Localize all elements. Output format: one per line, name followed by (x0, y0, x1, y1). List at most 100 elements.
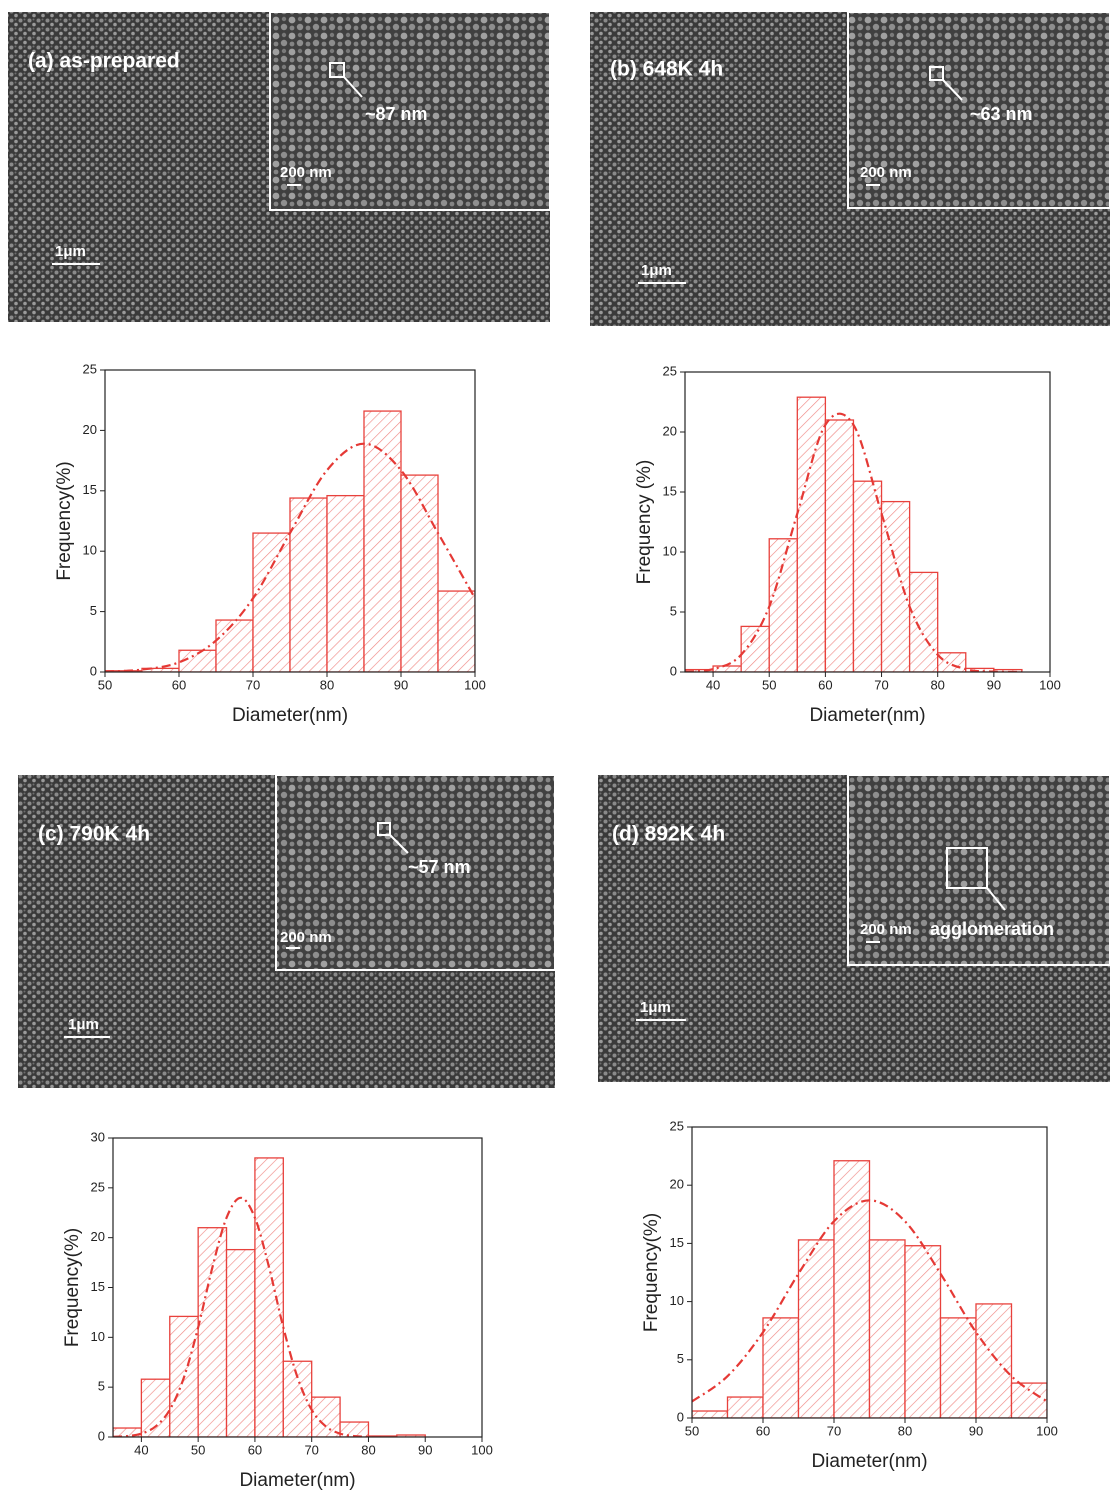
bar (363, 410, 402, 672)
y-tick-label: 5 (98, 1379, 105, 1394)
bar (908, 571, 939, 672)
sem-inset (269, 11, 551, 211)
plot-area (692, 1160, 1047, 1418)
x-axis-label: Diameter(nm) (811, 1451, 927, 1472)
y-tick-label: 15 (663, 483, 677, 498)
y-axis-label: Frequency(%) (62, 1228, 83, 1347)
scale-label: 1μm (640, 999, 671, 1016)
y-axis-label: Frequency(%) (641, 1213, 662, 1332)
y-tick-label: 5 (90, 603, 97, 618)
axis-frame (684, 371, 1051, 673)
sem-inset (847, 774, 1110, 966)
x-tick-label: 50 (98, 677, 112, 692)
panel-label: (a) as-prepared (28, 50, 180, 73)
x-tick-label: 80 (930, 677, 944, 692)
y-tick-label: 15 (83, 482, 97, 497)
bar (740, 625, 770, 672)
y-tick-label: 15 (91, 1279, 105, 1294)
plot-area (685, 396, 1023, 672)
fit-curve (692, 1199, 1047, 1403)
x-tick-label: 50 (762, 677, 776, 692)
bar (252, 532, 291, 672)
x-tick-label: 50 (685, 1423, 699, 1438)
bar (824, 419, 855, 672)
y-tick-label: 0 (98, 1428, 105, 1443)
y-tick-label: 10 (91, 1329, 105, 1344)
bar (904, 1245, 942, 1418)
bar (396, 1434, 426, 1437)
size-label: ~63 nm (970, 104, 1033, 124)
y-tick-label: 25 (91, 1179, 105, 1194)
bar (939, 1317, 977, 1418)
x-tick-label: 60 (756, 1423, 770, 1438)
x-axis-label: Diameter(nm) (239, 1470, 355, 1491)
bar (197, 1227, 228, 1437)
bar (868, 1239, 906, 1418)
sem-panel: (c) 790K 4h ~57 nm 200 nm 1μm (18, 774, 556, 1088)
y-tick-label: 25 (83, 361, 97, 376)
y-tick-label: 15 (670, 1235, 684, 1250)
fit-curve (685, 412, 1022, 672)
fit-curve (113, 1196, 383, 1437)
marker-box (329, 62, 345, 78)
bar (833, 1160, 871, 1418)
x-tick-label: 50 (191, 1442, 205, 1457)
panel-label: (c) 790K 4h (38, 823, 150, 846)
bar (225, 1248, 256, 1437)
bar (852, 480, 883, 672)
x-tick-label: 100 (1039, 677, 1061, 692)
x-tick-label: 40 (134, 1442, 148, 1457)
x-tick-label: 100 (1036, 1423, 1058, 1438)
bar (437, 590, 475, 672)
x-axis-label: Diameter(nm) (232, 705, 348, 726)
marker-box (377, 822, 391, 836)
bar (880, 500, 911, 672)
scale-label: 200 nm (280, 929, 332, 946)
bar (726, 1396, 764, 1418)
scale-label: 200 nm (280, 164, 332, 181)
bar (215, 619, 254, 672)
fit-curve (105, 442, 475, 672)
scale-label: 200 nm (860, 921, 912, 938)
y-axis-label: Frequency(%) (54, 461, 75, 580)
y-tick-label: 20 (663, 423, 677, 438)
bar (326, 494, 365, 672)
arrow (343, 76, 363, 98)
sem-panel: (d) 892K 4h 200 nm agglomeration 1μm (598, 774, 1110, 1082)
y-tick-label: 30 (91, 1129, 105, 1144)
scale-label: 200 nm (860, 164, 912, 181)
plot-area (113, 1157, 426, 1437)
x-tick-label: 70 (827, 1423, 841, 1438)
x-tick-label: 100 (471, 1442, 493, 1457)
x-tick-label: 100 (464, 677, 486, 692)
bar (692, 1410, 729, 1418)
y-tick-label: 0 (90, 663, 97, 678)
y-tick-label: 0 (670, 663, 677, 678)
scale-label: 1μm (68, 1016, 99, 1033)
bar (762, 1317, 800, 1418)
y-tick-label: 0 (677, 1409, 684, 1424)
sem-inset (847, 11, 1110, 209)
x-tick-label: 80 (898, 1423, 912, 1438)
y-tick-label: 20 (670, 1177, 684, 1192)
axis-frame (691, 1126, 1048, 1419)
bar (339, 1421, 370, 1437)
y-tick-label: 25 (663, 363, 677, 378)
bar (1010, 1382, 1047, 1418)
bar (282, 1360, 313, 1437)
bar (140, 1378, 171, 1437)
x-tick-label: 90 (418, 1442, 432, 1457)
y-tick-label: 5 (677, 1351, 684, 1366)
marker-box (929, 66, 944, 81)
scale-label: 1μm (641, 262, 672, 279)
y-tick-label: 20 (91, 1229, 105, 1244)
x-tick-label: 80 (320, 677, 334, 692)
x-tick-label: 90 (969, 1423, 983, 1438)
bar (254, 1157, 284, 1437)
arrow (942, 79, 963, 101)
axis-frame (104, 369, 476, 673)
arrow (986, 887, 1006, 911)
bar (796, 396, 827, 672)
panel-label: (d) 892K 4h (612, 823, 725, 846)
